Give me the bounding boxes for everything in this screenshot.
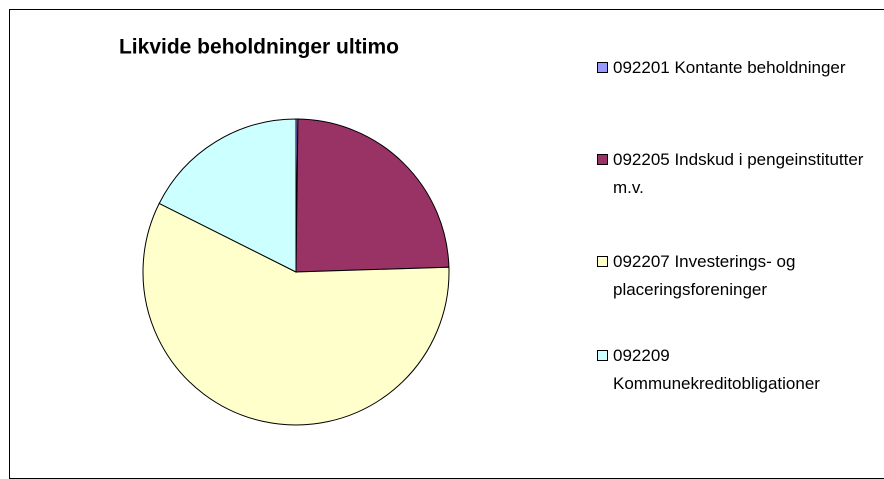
pie-slice	[295, 118, 450, 273]
chart-title: Likvide beholdninger ultimo	[119, 36, 399, 59]
pie-slice	[158, 118, 297, 273]
legend-label: 092201 Kontante beholdninger	[613, 58, 846, 77]
pie-slice	[142, 202, 450, 426]
chart: Likvide beholdninger ultimo	[119, 36, 450, 426]
legend-swatch	[597, 62, 608, 73]
legend-swatch	[597, 154, 608, 165]
legend-label: 092205 Indskud i pengeinstitutter m.v.	[613, 150, 864, 197]
legend-label: 092207 Investerings- og placeringsforeni…	[613, 252, 796, 299]
legend-swatch	[597, 350, 608, 361]
legend-label: 092209 Kommunekreditobligationer	[613, 346, 820, 393]
page: {"chart_data": {"type": "pie", "title": …	[9, 9, 884, 479]
legend-swatch	[597, 256, 608, 267]
